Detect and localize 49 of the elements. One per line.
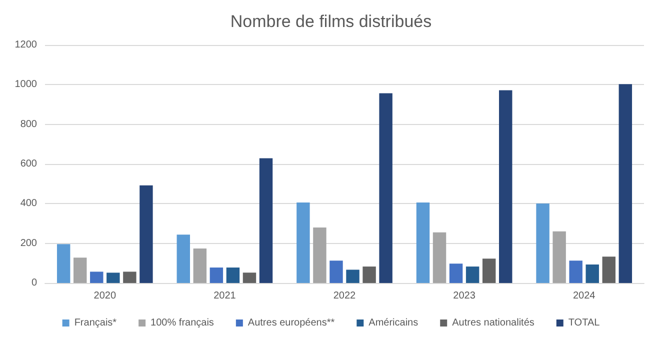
x-tick-label: 2020 bbox=[94, 290, 116, 302]
bar bbox=[552, 231, 566, 283]
bar bbox=[90, 272, 104, 283]
bar bbox=[242, 272, 256, 283]
x-tick-label: 2021 bbox=[214, 290, 236, 302]
x-tick-label: 2022 bbox=[333, 290, 356, 302]
bar bbox=[432, 232, 446, 283]
x-tick-label: 2023 bbox=[453, 290, 476, 302]
legend-label: 100% français bbox=[150, 318, 214, 328]
bar bbox=[379, 93, 392, 283]
bar bbox=[536, 203, 550, 283]
y-tick-label: 1200 bbox=[14, 40, 38, 50]
bar bbox=[210, 268, 224, 283]
y-tick-label: 1000 bbox=[14, 79, 38, 90]
legend-label: Français* bbox=[74, 318, 117, 328]
bar bbox=[499, 90, 512, 283]
legend-label: Américains bbox=[368, 318, 418, 328]
bar bbox=[466, 266, 480, 283]
x-tick-label: 2024 bbox=[572, 290, 596, 302]
bar bbox=[602, 256, 616, 283]
legend-label: Autres nationalités bbox=[452, 318, 534, 328]
bar bbox=[226, 268, 240, 283]
bar bbox=[449, 264, 463, 283]
bar bbox=[193, 248, 207, 283]
bar bbox=[346, 270, 360, 283]
bar bbox=[618, 84, 632, 283]
bar bbox=[482, 258, 496, 283]
bar bbox=[586, 264, 599, 283]
y-tick-label: 400 bbox=[20, 198, 38, 210]
bar bbox=[176, 234, 190, 283]
y-tick-label: 0 bbox=[31, 278, 38, 288]
bar bbox=[362, 266, 376, 283]
bar bbox=[313, 227, 326, 283]
y-tick-label: 600 bbox=[20, 158, 38, 170]
y-tick-label: 200 bbox=[20, 238, 38, 249]
bar bbox=[56, 244, 70, 283]
chart-title: Nombre de films distribués bbox=[230, 12, 432, 31]
bar bbox=[416, 202, 430, 283]
bar bbox=[569, 260, 582, 283]
y-tick-label: 800 bbox=[20, 118, 38, 130]
legend-label: TOTAL bbox=[568, 318, 600, 328]
bar bbox=[74, 258, 87, 283]
legend-label: Autres européens** bbox=[248, 318, 335, 328]
bar bbox=[140, 185, 153, 283]
bar bbox=[259, 158, 273, 283]
bar bbox=[123, 272, 136, 283]
bar bbox=[296, 202, 310, 283]
bar bbox=[106, 272, 120, 283]
bar bbox=[330, 260, 343, 283]
